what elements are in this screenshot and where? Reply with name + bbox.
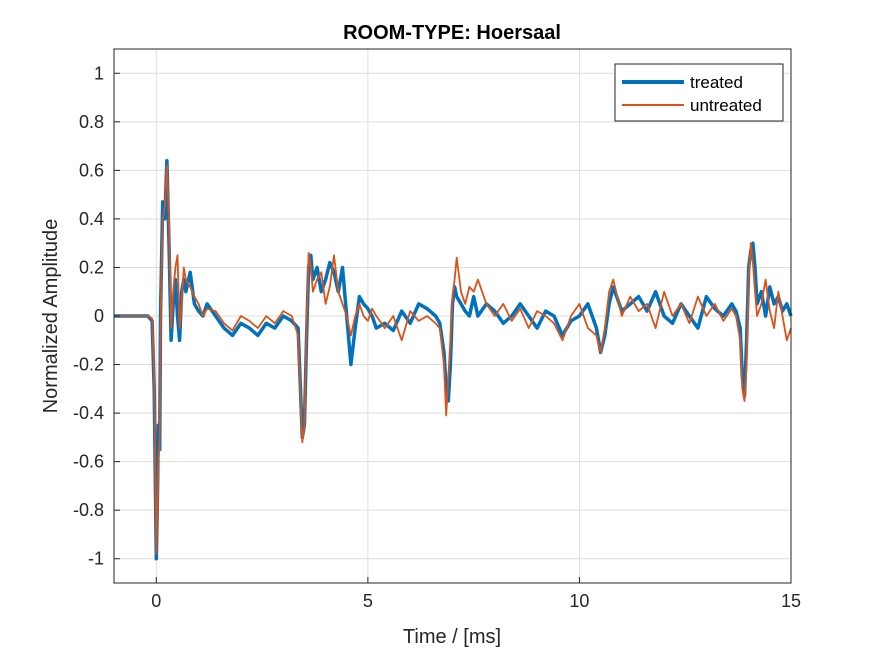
chart-title: ROOM-TYPE: Hoersaal — [343, 22, 561, 44]
y-tick-label: 0.6 — [79, 160, 104, 180]
legend-box — [614, 63, 784, 122]
y-tick-label: -0.4 — [73, 403, 104, 423]
y-tick-label: 0 — [94, 306, 104, 326]
grid — [114, 49, 792, 583]
y-tick-label: -0.2 — [73, 355, 104, 375]
legend-label-treated: treated — [690, 73, 743, 92]
series-line-treated — [114, 158, 793, 561]
ticks: 0 5 10 15 -1 -0.8 -0.6 -0.4 -0.2 0 0.2 0.4 0.6 0.8 1 — [73, 63, 801, 611]
y-tick-label: -0.8 — [73, 500, 104, 520]
x-tick-label: 5 — [363, 591, 373, 611]
series-layer — [114, 158, 793, 561]
x-tick-label: 0 — [151, 591, 161, 611]
series-line-untreated — [114, 164, 792, 555]
y-tick-label: -1 — [88, 549, 104, 569]
x-tick-label: 15 — [781, 591, 801, 611]
y-axis-label: Normalized Amplitude — [40, 219, 62, 414]
x-axis-label: Time / [ms] — [403, 626, 501, 648]
y-tick-label: 0.2 — [79, 257, 104, 277]
y-tick-label: 1 — [94, 63, 104, 83]
y-tick-label: -0.6 — [73, 452, 104, 472]
y-tick-label: 0.4 — [79, 209, 104, 229]
legend: treated untreated — [614, 63, 784, 122]
legend-label-untreated: untreated — [690, 96, 762, 115]
y-tick-label: 0.8 — [79, 112, 104, 132]
x-tick-label: 10 — [569, 591, 589, 611]
